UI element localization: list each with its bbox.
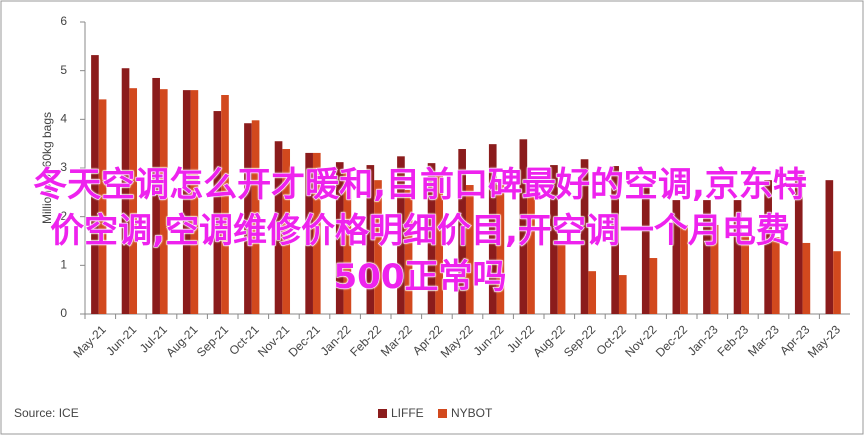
bar — [282, 149, 291, 314]
y-tick-label: 3 — [60, 160, 67, 174]
bar — [802, 242, 811, 314]
bar — [98, 99, 107, 314]
bar — [465, 185, 474, 314]
y-tick-label: 4 — [60, 112, 67, 126]
bar — [397, 156, 405, 314]
overlay-text: 冬天空调怎么开才暖和,目前口碑最好的空调,京东特价空调,空调维修价格明细价目,开… — [33, 165, 808, 298]
bar — [366, 165, 375, 314]
bar — [680, 224, 688, 314]
bar — [129, 88, 138, 314]
bar — [527, 189, 535, 314]
bar — [557, 244, 566, 314]
bar — [588, 271, 597, 314]
bar — [794, 175, 803, 314]
bar — [312, 152, 321, 314]
bar — [335, 162, 344, 314]
bar — [833, 251, 841, 314]
bar — [618, 275, 627, 314]
bar — [703, 200, 711, 314]
bar — [733, 200, 742, 314]
bar — [741, 232, 750, 314]
bar — [251, 120, 260, 314]
bar — [771, 237, 780, 314]
bar — [764, 180, 772, 314]
y-tick-label: 5 — [60, 63, 67, 77]
y-tick-label: 0 — [60, 306, 67, 320]
bar — [427, 163, 436, 314]
bar — [825, 180, 834, 314]
bar — [611, 166, 619, 314]
bar — [672, 200, 681, 314]
bar — [374, 180, 382, 314]
bar — [121, 68, 130, 314]
bar — [152, 77, 160, 314]
legend-label: LIFFE — [391, 406, 424, 420]
bar — [641, 185, 650, 314]
legend-label: NYBOT — [451, 406, 493, 420]
bar — [550, 165, 558, 314]
y-axis-title: Millions of 60kg bags — [40, 112, 54, 224]
bar — [91, 55, 99, 315]
bar — [213, 111, 222, 314]
bar — [244, 123, 252, 314]
bar — [435, 171, 444, 314]
bar — [159, 89, 168, 314]
bar — [190, 90, 199, 314]
bar — [710, 224, 719, 314]
legend-swatch — [438, 409, 447, 418]
bar — [519, 139, 528, 314]
bar — [580, 159, 589, 314]
bar — [305, 152, 313, 314]
legend-swatch — [378, 409, 387, 418]
source: Source: ICE — [14, 406, 79, 420]
y-tick-label: 1 — [60, 258, 67, 272]
y-tick-label: 6 — [60, 14, 67, 28]
bar — [496, 185, 505, 314]
bar — [182, 90, 191, 314]
bar — [458, 149, 466, 314]
bar — [221, 95, 229, 314]
bar — [274, 141, 283, 314]
bar — [488, 144, 497, 314]
bar — [343, 171, 352, 314]
bar — [404, 189, 413, 314]
y-tick-label: 2 — [60, 209, 67, 223]
bar — [649, 258, 658, 314]
